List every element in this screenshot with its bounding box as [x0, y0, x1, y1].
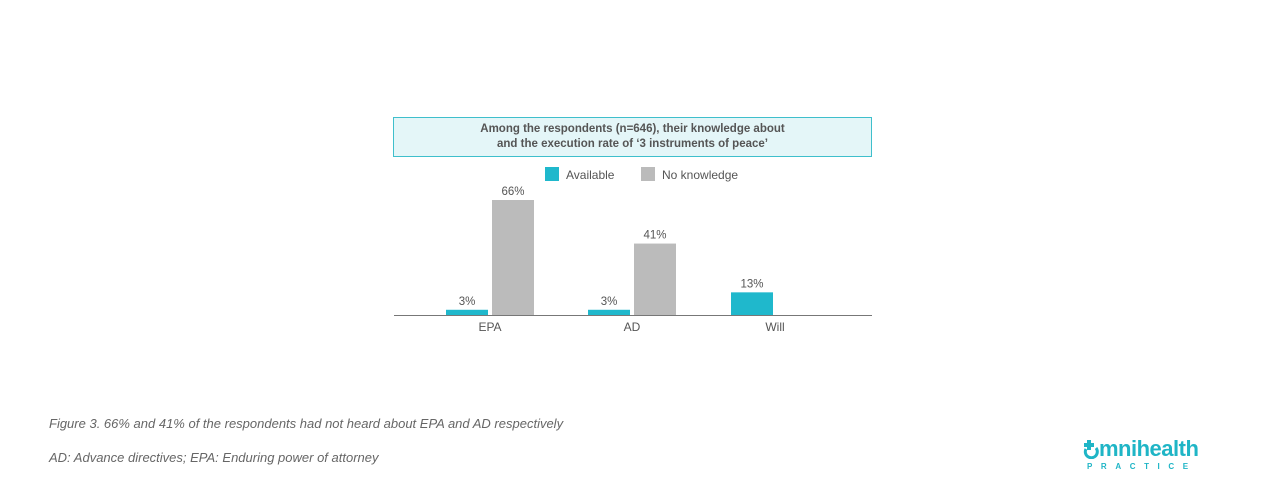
x-tick-label-ad: AD: [624, 320, 641, 334]
data-label-epa-available: 3%: [459, 296, 476, 308]
abbreviation-caption: AD: Advance directives; EPA: Enduring po…: [49, 450, 379, 465]
legend-label-no-knowledge: No knowledge: [662, 168, 738, 182]
figure-caption: Figure 3. 66% and 41% of the respondents…: [49, 416, 564, 431]
bar-ad-no-knowledge: [634, 243, 676, 315]
bar-ad-available: [588, 309, 630, 315]
chart-title-line-2: and the execution rate of ‘3 instruments…: [497, 138, 768, 150]
logo-main-text: mnihealth: [1099, 436, 1199, 461]
omnihealth-logo: mnihealth PRACTICE: [1083, 436, 1223, 476]
bar-epa-available: [446, 309, 488, 315]
logo-wordmark: mnihealth: [1083, 436, 1199, 462]
chart-title: Among the respondents (n=646), their kno…: [393, 117, 872, 157]
data-label-ad-available: 3%: [601, 296, 618, 308]
x-tick-label-will: Will: [765, 320, 784, 334]
data-label-epa-no-knowledge: 66%: [501, 186, 524, 198]
chart-title-line-1: Among the respondents (n=646), their kno…: [480, 123, 785, 135]
legend-swatch-available: [545, 167, 559, 181]
bar-epa-no-knowledge: [492, 200, 534, 315]
x-tick-label-epa: EPA: [478, 320, 501, 334]
bar-will-available: [731, 292, 773, 315]
logo-cross-o-icon: [1083, 440, 1099, 460]
logo-subtext: PRACTICE: [1087, 462, 1197, 471]
legend-label-available: Available: [566, 168, 615, 182]
legend-swatch-no-knowledge: [641, 167, 655, 181]
data-label-ad-no-knowledge: 41%: [643, 230, 666, 242]
data-label-will-available: 13%: [740, 278, 763, 290]
